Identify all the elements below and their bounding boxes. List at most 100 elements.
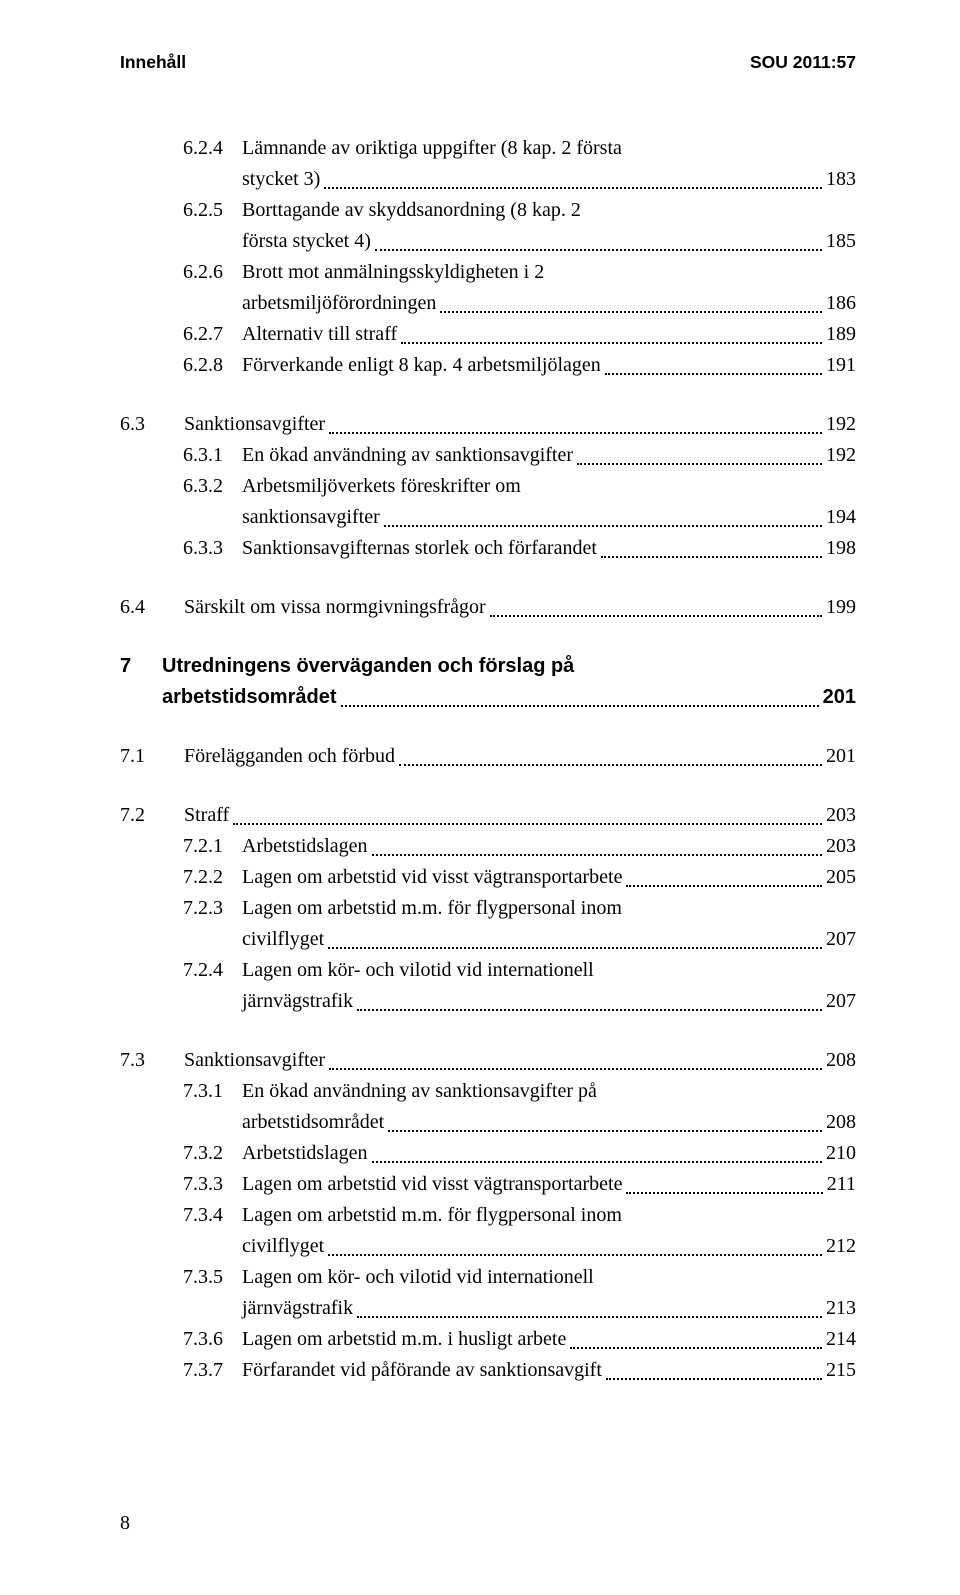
- toc-label: Lagen om arbetstid vid visst vägtranspor…: [242, 1169, 622, 1200]
- toc-page: 191: [826, 350, 856, 381]
- toc-leader: [601, 556, 822, 558]
- page-number: 8: [120, 1512, 130, 1535]
- toc-label: Förfarandet vid påförande av sanktionsav…: [242, 1355, 602, 1386]
- toc-label: Lagen om arbetstid m.m. för flygpersonal…: [242, 893, 622, 924]
- toc-page: 207: [826, 924, 856, 955]
- page-header: Innehåll SOU 2011:57: [120, 52, 856, 73]
- toc-page: 210: [826, 1138, 856, 1169]
- toc-label: Alternativ till straff: [242, 319, 397, 350]
- toc-label: Utredningens överväganden och förslag på: [162, 651, 574, 682]
- toc-label-cont: civilflyget: [242, 1231, 324, 1262]
- toc-label: Arbetsmiljöverkets föreskrifter om: [242, 471, 521, 502]
- toc-entry-continuation: arbetstidsområdet 201: [120, 682, 856, 713]
- header-left: Innehåll: [120, 52, 186, 73]
- toc-entry: 6.3.1En ökad användning av sanktionsavgi…: [120, 440, 856, 471]
- toc-number: 7.3.3: [183, 1169, 242, 1200]
- toc-label-cont: första stycket 4): [242, 226, 371, 257]
- toc-entry: 7.1Förelägganden och förbud201: [120, 741, 856, 772]
- toc-label: Straff: [184, 800, 229, 831]
- toc-label: Arbetstidslagen: [242, 1138, 368, 1169]
- toc-label: Lagen om arbetstid m.m. i husligt arbete: [242, 1324, 566, 1355]
- toc-label: Sanktionsavgifter: [184, 409, 325, 440]
- toc-entry-continuation: arbetsmiljöförordningen 186: [120, 288, 856, 319]
- toc-number: 7.3.1: [183, 1076, 242, 1107]
- toc-leader: [388, 1130, 822, 1132]
- toc-block: 7.3Sanktionsavgifter2087.3.1En ökad anvä…: [120, 1045, 856, 1386]
- toc-leader: [372, 1161, 822, 1163]
- toc-leader: [341, 705, 819, 707]
- toc-block: 7Utredningens överväganden och förslag p…: [120, 651, 856, 713]
- toc-block: 6.4Särskilt om vissa normgivningsfrågor1…: [120, 592, 856, 623]
- toc-entry: 6.2.5Borttagande av skyddsanordning (8 k…: [120, 195, 856, 226]
- toc-leader: [577, 463, 822, 465]
- toc-page: 208: [826, 1107, 856, 1138]
- toc-label: Lämnande av oriktiga uppgifter (8 kap. 2…: [242, 133, 622, 164]
- toc-leader: [329, 1068, 822, 1070]
- toc-label-cont: arbetsmiljöförordningen: [242, 288, 436, 319]
- toc-entry: 6.2.4Lämnande av oriktiga uppgifter (8 k…: [120, 133, 856, 164]
- toc-leader: [605, 373, 822, 375]
- toc-entry: 7.3.3Lagen om arbetstid vid visst vägtra…: [120, 1169, 856, 1200]
- toc-leader: [233, 823, 822, 825]
- toc-leader: [329, 432, 822, 434]
- toc-leader: [357, 1316, 822, 1318]
- toc-number: 7.3.7: [183, 1355, 242, 1386]
- toc-leader: [372, 854, 822, 856]
- toc-label: Sanktionsavgifternas storlek och förfara…: [242, 533, 597, 564]
- toc-number: 7.2.3: [183, 893, 242, 924]
- toc-page: 201: [826, 741, 856, 772]
- toc-leader: [328, 947, 822, 949]
- header-right: SOU 2011:57: [750, 52, 856, 73]
- toc-number: 6.3.3: [183, 533, 242, 564]
- toc-leader: [626, 885, 822, 887]
- toc-number: 7.3.5: [183, 1262, 242, 1293]
- toc-leader: [384, 525, 822, 527]
- toc-leader: [626, 1192, 822, 1194]
- toc-number: 6.3: [120, 409, 184, 440]
- toc-entry: 7.2.4Lagen om kör- och vilotid vid inter…: [120, 955, 856, 986]
- toc-entry-continuation: första stycket 4)185: [120, 226, 856, 257]
- toc-number: 6.3.2: [183, 471, 242, 502]
- toc-page: 183: [826, 164, 856, 195]
- toc-label: Arbetstidslagen: [242, 831, 368, 862]
- toc-entry: 7Utredningens överväganden och förslag p…: [120, 651, 856, 682]
- toc-label: Lagen om arbetstid m.m. för flygpersonal…: [242, 1200, 622, 1231]
- toc-entry-continuation: civilflyget 207: [120, 924, 856, 955]
- toc-number: 6.2.4: [183, 133, 242, 164]
- toc-page: 192: [826, 409, 856, 440]
- toc-number: 7.2.4: [183, 955, 242, 986]
- toc-leader: [401, 342, 822, 344]
- toc-entry-continuation: järnvägstrafik207: [120, 986, 856, 1017]
- toc-block: 7.2Straff2037.2.1Arbetstidslagen2037.2.2…: [120, 800, 856, 1017]
- toc-entry: 7.2.2Lagen om arbetstid vid visst vägtra…: [120, 862, 856, 893]
- toc-leader: [570, 1347, 822, 1349]
- toc-block: 6.3Sanktionsavgifter 1926.3.1En ökad anvä…: [120, 409, 856, 564]
- toc-page: 186: [826, 288, 856, 319]
- toc-label-cont: civilflyget: [242, 924, 324, 955]
- toc-number: 7.2.2: [183, 862, 242, 893]
- toc-page: 198: [826, 533, 856, 564]
- toc-number: 7.2: [120, 800, 184, 831]
- toc-entry-continuation: arbetstidsområdet208: [120, 1107, 856, 1138]
- toc-number: 6.3.1: [183, 440, 242, 471]
- toc-page: 211: [827, 1169, 856, 1200]
- toc-page: 194: [826, 502, 856, 533]
- toc-label-cont: arbetstidsområdet: [162, 682, 337, 713]
- toc-page: 215: [826, 1355, 856, 1386]
- toc-entry: 7.3.2Arbetstidslagen210: [120, 1138, 856, 1169]
- toc-page: 203: [826, 800, 856, 831]
- toc-label-cont: stycket 3): [242, 164, 320, 195]
- toc-block: 7.1Förelägganden och förbud201: [120, 741, 856, 772]
- toc-label-cont: järnvägstrafik: [242, 1293, 353, 1324]
- toc-leader: [375, 249, 822, 251]
- toc-entry: 7.2Straff 203: [120, 800, 856, 831]
- toc-number: 6.4: [120, 592, 184, 623]
- toc-page: 207: [826, 986, 856, 1017]
- toc-entry: 6.3.3Sanktionsavgifternas storlek och fö…: [120, 533, 856, 564]
- toc-leader: [490, 615, 822, 617]
- toc-label: Lagen om kör- och vilotid vid internatio…: [242, 1262, 594, 1293]
- toc-entry: 7.3.5Lagen om kör- och vilotid vid inter…: [120, 1262, 856, 1293]
- toc-entry-continuation: sanktionsavgifter194: [120, 502, 856, 533]
- toc-entry: 7.3Sanktionsavgifter208: [120, 1045, 856, 1076]
- toc-page: 201: [823, 682, 856, 713]
